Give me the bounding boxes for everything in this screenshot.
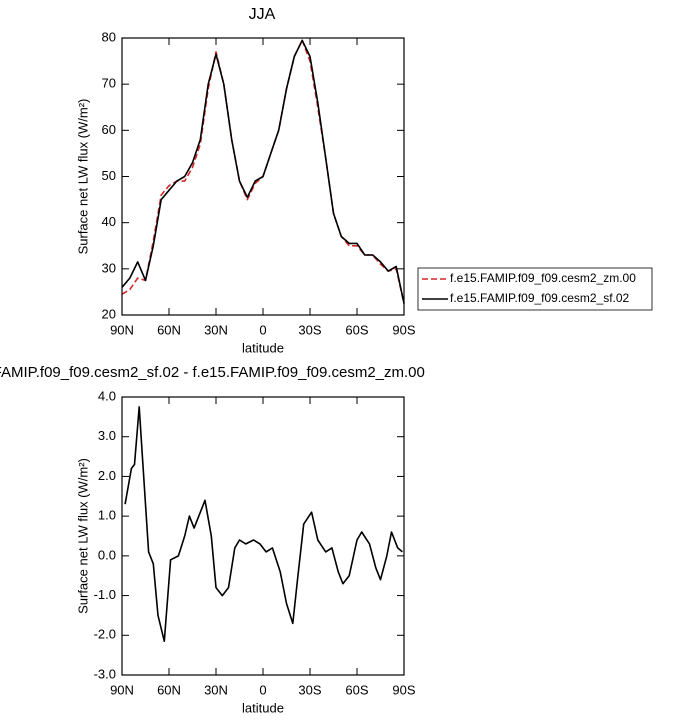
legend-box — [417, 267, 653, 311]
x-tick-label: 90S — [392, 322, 415, 337]
y-tick-label: -1.0 — [94, 587, 116, 602]
y-tick-label: 2.0 — [98, 468, 116, 483]
x-tick-label: 90N — [110, 322, 134, 337]
x-tick-label: 60N — [157, 322, 181, 337]
y-axis-label: Surface net LW flux (W/m²) — [75, 99, 90, 255]
x-tick-label: 60N — [157, 682, 181, 697]
y-tick-label: 70 — [102, 76, 116, 91]
y-tick-label: -3.0 — [94, 666, 116, 681]
series-line — [121, 39, 405, 304]
legend-label: f.e15.FAMIP.f09_f09.cesm2_sf.02 — [450, 291, 630, 305]
x-tick-label: 30S — [298, 322, 321, 337]
chart-title: JJA — [249, 6, 276, 23]
legend-label: f.e15.FAMIP.f09_f09.cesm2_zm.00 — [450, 271, 636, 285]
series-line — [124, 406, 403, 642]
x-tick-label: 30N — [204, 682, 228, 697]
y-tick-label: 1.0 — [98, 508, 116, 523]
x-tick-label: 30S — [298, 682, 321, 697]
x-tick-label: 90S — [392, 682, 415, 697]
y-axis-label: Surface net LW flux (W/m²) — [75, 458, 90, 614]
x-tick-label: 0 — [259, 682, 266, 697]
x-tick-label: 90N — [110, 682, 134, 697]
series-line — [121, 39, 405, 304]
chart-title: f.e15.FAMIP.f09_f09.cesm2_sf.02 - f.e15.… — [0, 364, 425, 381]
x-axis-label: latitude — [242, 700, 284, 715]
x-tick-label: 0 — [259, 322, 266, 337]
plot-frame — [121, 396, 405, 676]
y-tick-label: 50 — [102, 168, 116, 183]
x-tick-label: 60S — [345, 322, 368, 337]
y-tick-label: 3.0 — [98, 428, 116, 443]
y-tick-label: 20 — [102, 306, 116, 321]
x-tick-label: 30N — [204, 322, 228, 337]
x-tick-label: 60S — [345, 682, 368, 697]
y-tick-label: 0.0 — [98, 547, 116, 562]
plot-frame — [121, 37, 405, 316]
y-tick-label: 40 — [102, 214, 116, 229]
x-axis-label: latitude — [242, 340, 284, 355]
y-tick-label: 4.0 — [98, 388, 116, 403]
y-tick-label: 60 — [102, 122, 116, 137]
y-tick-label: -2.0 — [94, 627, 116, 642]
y-tick-label: 30 — [102, 260, 116, 275]
y-tick-label: 80 — [102, 29, 116, 44]
